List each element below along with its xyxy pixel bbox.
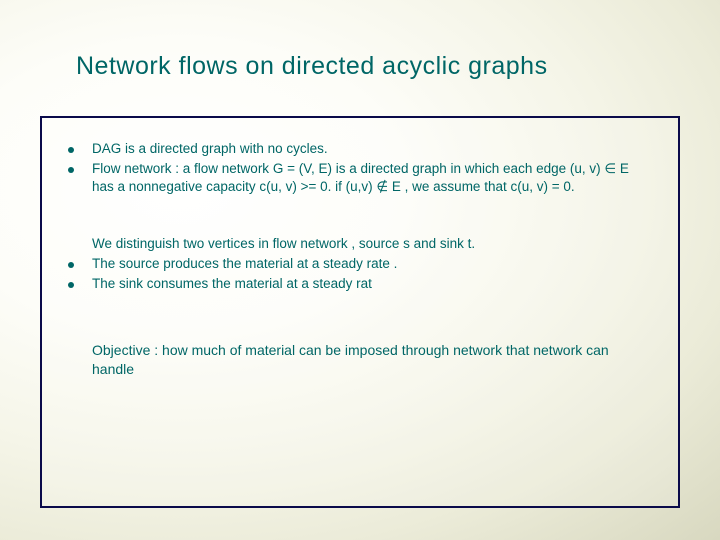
bullet-dot-icon	[68, 147, 74, 153]
bullet-item: DAG is a directed graph with no cycles.	[68, 140, 652, 158]
content-frame: DAG is a directed graph with no cycles. …	[40, 116, 680, 508]
bullet-text: The sink consumes the material at a stea…	[92, 275, 652, 293]
objective-text: Objective : how much of material can be …	[92, 341, 642, 379]
bullet-item: The source produces the material at a st…	[68, 255, 652, 273]
bullet-dot-icon	[68, 262, 74, 268]
bullet-text: Flow network : a flow network G = (V, E)…	[92, 160, 652, 196]
bullet-dot-icon	[68, 282, 74, 288]
slide-title: Network flows on directed acyclic graphs	[76, 52, 680, 81]
bullet-text: DAG is a directed graph with no cycles.	[92, 140, 652, 158]
bullet-item: The sink consumes the material at a stea…	[68, 275, 652, 293]
bullet-text: The source produces the material at a st…	[92, 255, 652, 273]
bullet-item: Flow network : a flow network G = (V, E)…	[68, 160, 652, 196]
bullet-dot-icon	[68, 167, 74, 173]
intro-line: We distinguish two vertices in flow netw…	[92, 235, 652, 253]
